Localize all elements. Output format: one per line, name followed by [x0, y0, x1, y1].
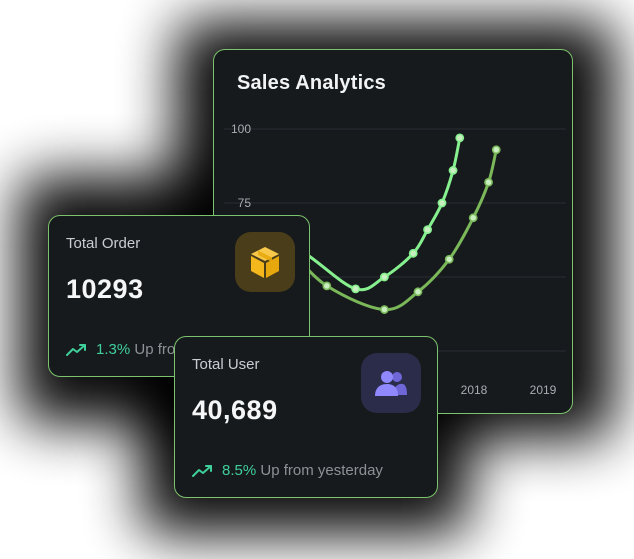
chart-title: Sales Analytics — [237, 72, 387, 94]
x-tick-label: 2019 — [530, 383, 557, 397]
data-point — [448, 166, 458, 175]
data-point — [437, 198, 447, 208]
data-point — [322, 281, 332, 291]
data-point — [413, 287, 423, 297]
stat-label: Total User — [192, 356, 260, 373]
trend-up-icon — [66, 343, 88, 361]
stat-label: Total Order — [66, 235, 141, 252]
y-tick-label: 100 — [231, 122, 251, 136]
trend-percent: 8.5% — [222, 462, 257, 479]
data-point — [491, 145, 501, 155]
trend-text: Up from yesterday — [260, 462, 383, 479]
data-point — [484, 177, 493, 187]
data-point — [455, 133, 465, 143]
users-group-icon — [361, 353, 421, 413]
trend-percent: 1.3% — [96, 341, 131, 358]
total-user-card: Total User 40,689 8.5% Up from yesterday — [174, 336, 438, 498]
data-point — [468, 213, 478, 223]
data-point — [351, 284, 360, 294]
stat-value: 40,689 — [192, 395, 278, 425]
stat-value: 10293 — [66, 274, 144, 304]
package-box-icon — [235, 232, 295, 292]
data-point — [444, 254, 454, 264]
data-point — [379, 305, 389, 314]
data-point — [408, 248, 418, 258]
data-point — [379, 272, 389, 282]
x-tick-label: 2018 — [461, 383, 488, 397]
y-tick-label: 75 — [238, 196, 252, 210]
trend-up-icon — [192, 464, 214, 482]
data-point — [423, 225, 432, 235]
trend-row: 8.5% Up from yesterday — [192, 462, 383, 482]
